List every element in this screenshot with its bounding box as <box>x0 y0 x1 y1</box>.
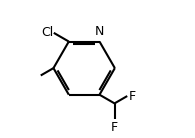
Text: Cl: Cl <box>41 26 53 39</box>
Text: F: F <box>128 90 136 103</box>
Text: N: N <box>95 25 104 38</box>
Text: F: F <box>111 121 118 134</box>
